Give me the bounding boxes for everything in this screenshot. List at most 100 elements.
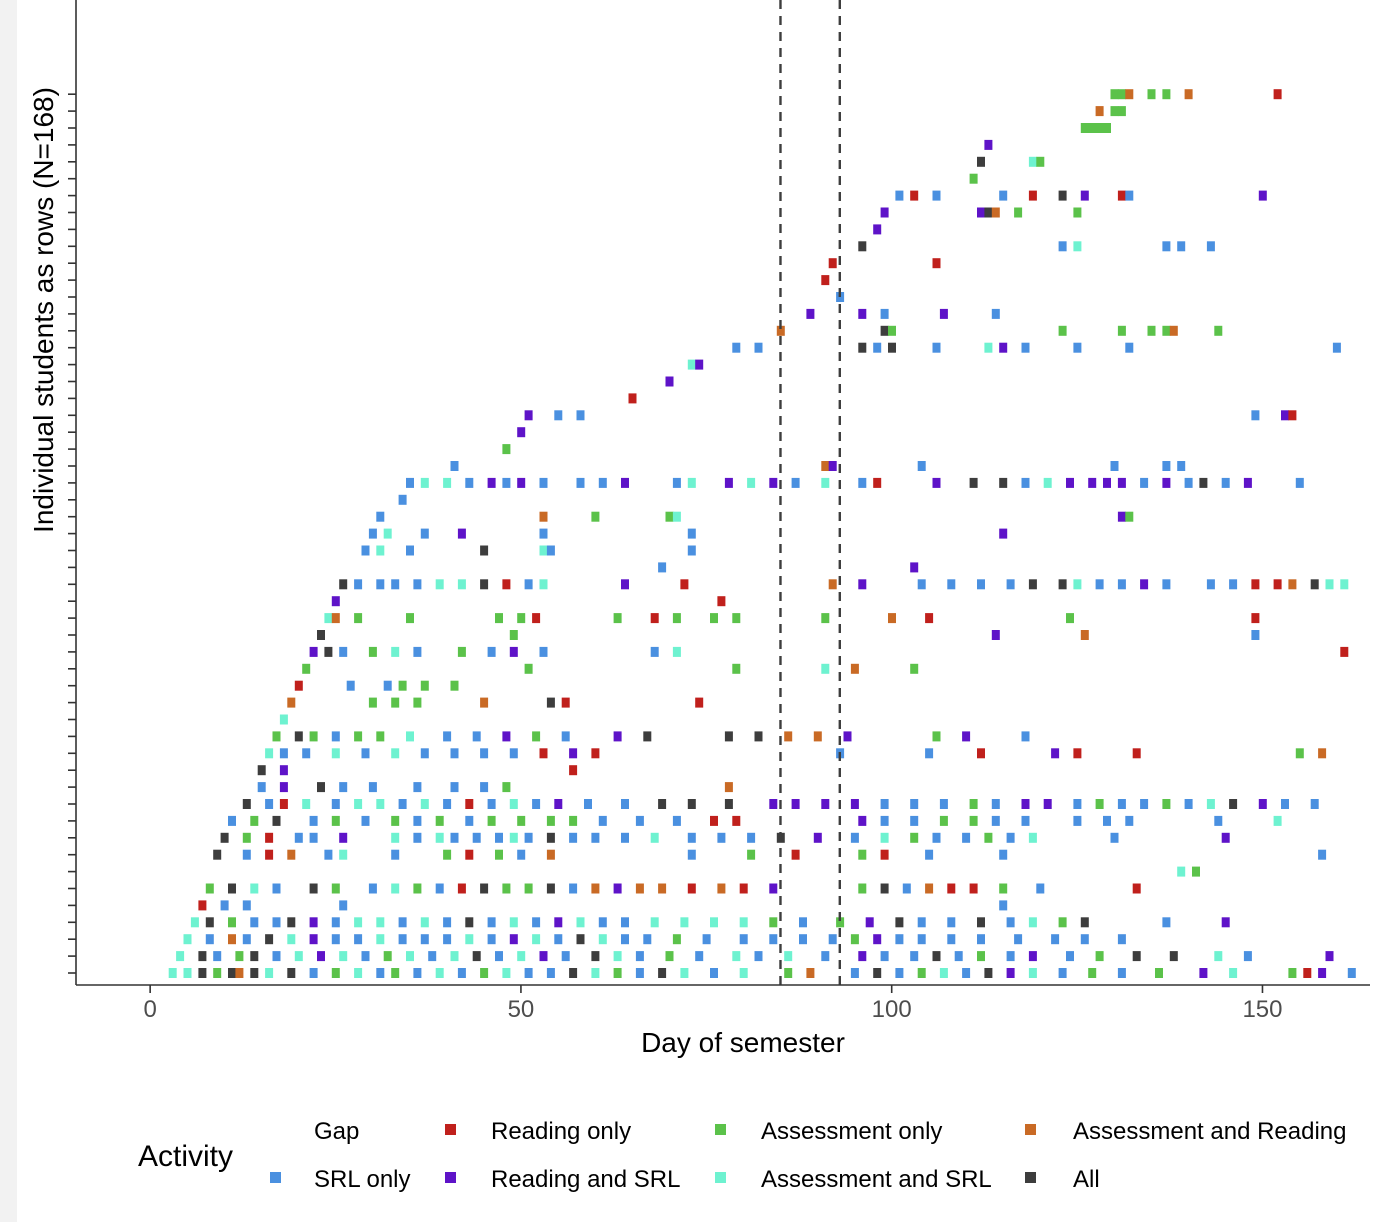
activity-cell (235, 968, 244, 978)
activity-cell (1058, 241, 1067, 252)
activity-cell (754, 951, 763, 962)
activity-cell (969, 815, 978, 826)
activity-cell (539, 511, 548, 522)
activity-cell (910, 190, 919, 201)
activity-cell (1221, 477, 1230, 488)
activity-cell (598, 477, 607, 488)
activity-cell (828, 934, 837, 945)
activity-cell (502, 579, 511, 590)
activity-cell (724, 731, 733, 742)
activity-cell (242, 934, 251, 945)
activity-cell (457, 528, 466, 539)
activity-cell (672, 815, 681, 826)
activity-cell (265, 934, 274, 945)
activity-cell (361, 545, 370, 556)
activity-cell (858, 308, 867, 319)
activity-cell (1110, 832, 1119, 843)
legend-label: Assessment and SRL (761, 1166, 992, 1193)
activity-cell (821, 663, 830, 674)
activity-cell (1080, 190, 1089, 201)
activity-cell (242, 849, 251, 860)
activity-cell (294, 731, 303, 742)
axes-layer: 0 50 100 150 (68, 0, 1370, 1023)
activity-cell (1214, 325, 1223, 336)
activity-cell (198, 951, 207, 962)
activity-cell (1088, 123, 1097, 133)
activity-cell (331, 748, 340, 759)
activity-cell (250, 968, 259, 978)
activity-cell (1273, 579, 1282, 590)
activity-cell (769, 883, 778, 894)
activity-cell (1162, 579, 1171, 590)
activity-cell (1073, 241, 1082, 252)
x-tick-label: 100 (872, 996, 912, 1023)
activity-cell (991, 815, 1000, 826)
activity-cell (339, 646, 348, 657)
activity-cell (984, 342, 993, 353)
activity-cell (991, 630, 1000, 640)
activity-cell (450, 951, 459, 962)
activity-cell (198, 900, 207, 911)
activity-cell (279, 799, 288, 809)
activity-cell (383, 680, 392, 691)
activity-cell (309, 934, 318, 945)
activity-cell (1058, 325, 1067, 336)
activity-cell (354, 579, 363, 590)
activity-cell (650, 917, 659, 928)
activity-cell (450, 782, 459, 793)
activity-cell (932, 951, 941, 962)
activity-cell (710, 968, 718, 978)
legend-label: Reading only (491, 1118, 631, 1145)
activity-cell (999, 528, 1008, 539)
activity-cell (917, 934, 926, 945)
activity-cell (1221, 832, 1230, 843)
activity-cell (331, 917, 340, 928)
activity-cell (1140, 477, 1149, 488)
activity-cell (1325, 951, 1334, 962)
activity-cell (331, 799, 340, 809)
activity-cell (406, 477, 414, 488)
activity-cell (880, 308, 889, 319)
activity-cell (895, 968, 904, 978)
activity-cell (495, 951, 503, 962)
activity-cell (658, 799, 667, 809)
activity-cell (302, 799, 311, 809)
activity-cell (309, 883, 318, 894)
activity-cell (591, 832, 600, 843)
activity-cell (309, 917, 318, 928)
activity-cell (487, 934, 496, 945)
activity-cell (413, 782, 422, 793)
activity-cell (977, 156, 985, 167)
activity-cell (554, 917, 563, 928)
activity-cell (1095, 123, 1104, 133)
activity-cell (1110, 89, 1119, 100)
activity-cell (695, 359, 704, 370)
activity-cell (991, 308, 1000, 319)
activity-cell (376, 934, 385, 945)
activity-cell (524, 663, 533, 674)
activity-cell (242, 900, 251, 911)
activity-cell (1251, 630, 1260, 640)
activity-cell (524, 968, 533, 978)
activity-cell (635, 883, 644, 894)
activity-cell (888, 613, 896, 624)
activity-cell (435, 579, 444, 590)
activity-cell (1214, 815, 1223, 826)
activity-cell (813, 832, 822, 843)
activity-cell (717, 596, 726, 607)
activity-cell (791, 799, 800, 809)
activity-cell (591, 951, 600, 962)
activity-cell (858, 477, 867, 488)
activity-cell (435, 815, 444, 826)
activity-cell (1125, 190, 1134, 201)
activity-cell (969, 477, 978, 488)
activity-cell (1162, 799, 1171, 809)
activity-cell (999, 883, 1008, 894)
activity-cell (228, 815, 236, 826)
activity-cell (546, 697, 555, 708)
activity-cell (339, 951, 348, 962)
activity-cell (1258, 190, 1267, 201)
activity-cell (1073, 748, 1082, 759)
activity-cell (917, 968, 926, 978)
activity-cell (687, 849, 696, 860)
